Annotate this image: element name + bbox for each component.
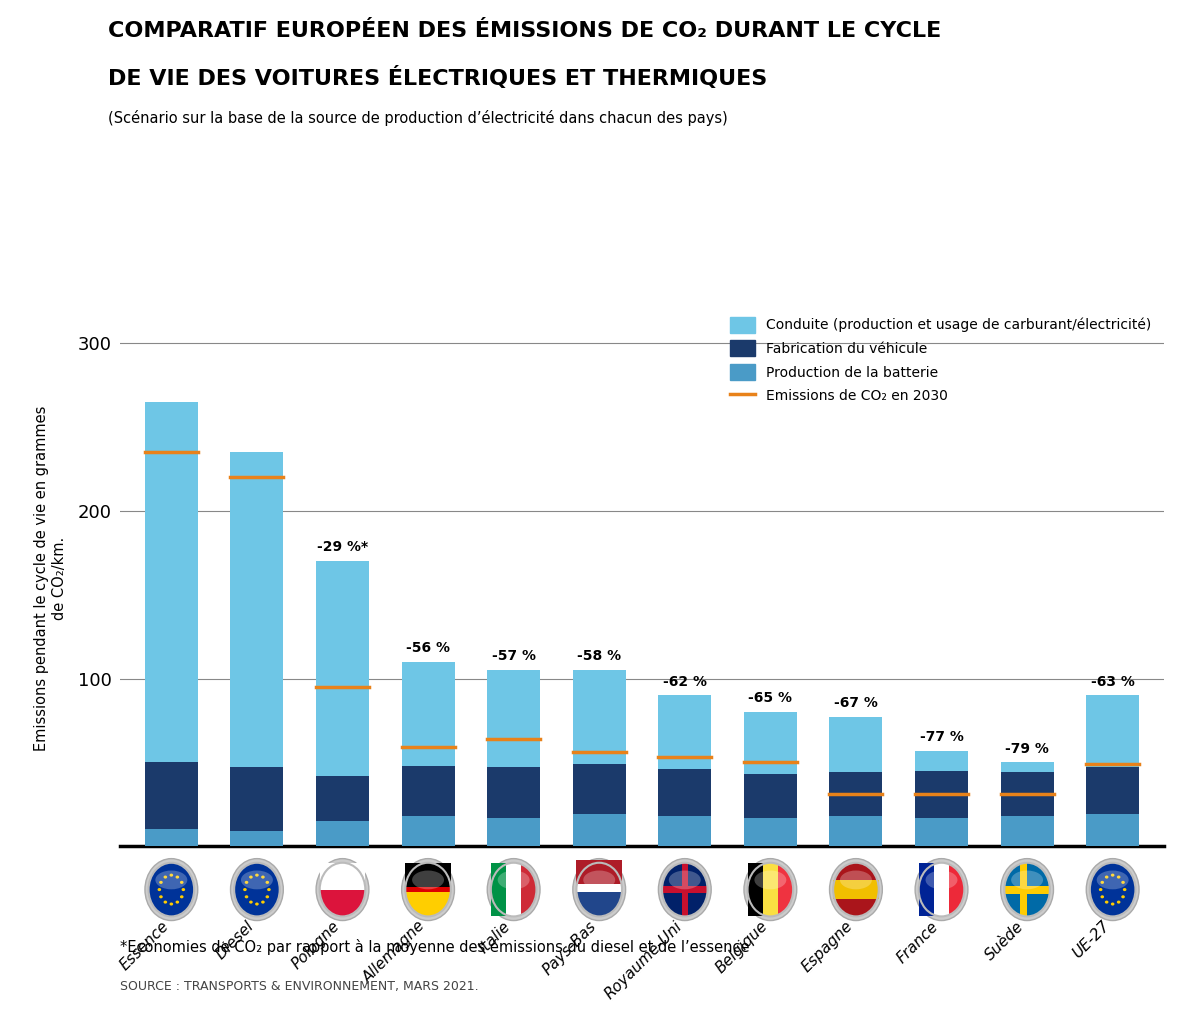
Bar (1001, 763, 1054, 772)
Bar (230, 768, 283, 831)
Bar (1086, 696, 1139, 768)
Bar (402, 816, 455, 846)
Bar (487, 768, 540, 817)
Bar (230, 452, 283, 768)
Bar (1001, 772, 1054, 816)
Bar (914, 771, 968, 817)
Bar (1001, 816, 1054, 846)
Y-axis label: Emissions pendant le cycle de vie en grammes
de CO₂/km.: Emissions pendant le cycle de vie en gra… (34, 406, 66, 750)
Text: DE VIE DES VOITURES ÉLECTRIQUES ET THERMIQUES: DE VIE DES VOITURES ÉLECTRIQUES ET THERM… (108, 66, 767, 89)
Text: -65 %: -65 % (749, 691, 792, 706)
Text: -77 %: -77 % (919, 730, 964, 744)
Bar (402, 662, 455, 766)
Text: COMPARATIF EUROPÉEN DES ÉMISSIONS DE CO₂ DURANT LE CYCLE: COMPARATIF EUROPÉEN DES ÉMISSIONS DE CO₂… (108, 21, 941, 40)
Bar (316, 776, 370, 821)
Bar (487, 670, 540, 768)
Text: (Scénario sur la base de la source de production d’électricité dans chacun des p: (Scénario sur la base de la source de pr… (108, 110, 727, 127)
Bar (316, 821, 370, 846)
Bar (1086, 814, 1139, 846)
Bar (145, 763, 198, 830)
Bar (659, 816, 712, 846)
Text: -56 %: -56 % (406, 641, 450, 655)
Bar (487, 817, 540, 846)
Bar (829, 816, 882, 846)
Text: *Economies de CO₂ par rapport à la moyenne des émissions du diesel et de l’essen: *Economies de CO₂ par rapport à la moyen… (120, 939, 750, 956)
Text: SOURCE : TRANSPORTS & ENVIRONNEMENT, MARS 2021.: SOURCE : TRANSPORTS & ENVIRONNEMENT, MAR… (120, 980, 479, 994)
Bar (402, 766, 455, 816)
Bar (744, 712, 797, 774)
Text: -67 %: -67 % (834, 697, 878, 710)
Bar (572, 670, 625, 764)
Bar (316, 561, 370, 776)
Text: -58 %: -58 % (577, 649, 622, 664)
Bar (744, 774, 797, 817)
Bar (914, 750, 968, 771)
Text: -62 %: -62 % (662, 675, 707, 688)
Bar (572, 764, 625, 814)
Bar (659, 769, 712, 816)
Bar (1086, 768, 1139, 814)
Bar (230, 831, 283, 846)
Text: -63 %: -63 % (1091, 675, 1134, 688)
Bar (914, 817, 968, 846)
Text: -29 %*: -29 %* (317, 541, 368, 554)
Bar (145, 401, 198, 763)
Text: -57 %: -57 % (492, 649, 535, 664)
Bar (829, 772, 882, 816)
Text: -79 %: -79 % (1006, 742, 1049, 755)
Bar (829, 717, 882, 772)
Text: >>: >> (25, 50, 85, 83)
Bar (659, 696, 712, 769)
Bar (744, 817, 797, 846)
Bar (572, 814, 625, 846)
Bar (145, 830, 198, 846)
Legend: Conduite (production et usage de carburant/électricité), Fabrication du véhicule: Conduite (production et usage de carbura… (725, 312, 1157, 410)
